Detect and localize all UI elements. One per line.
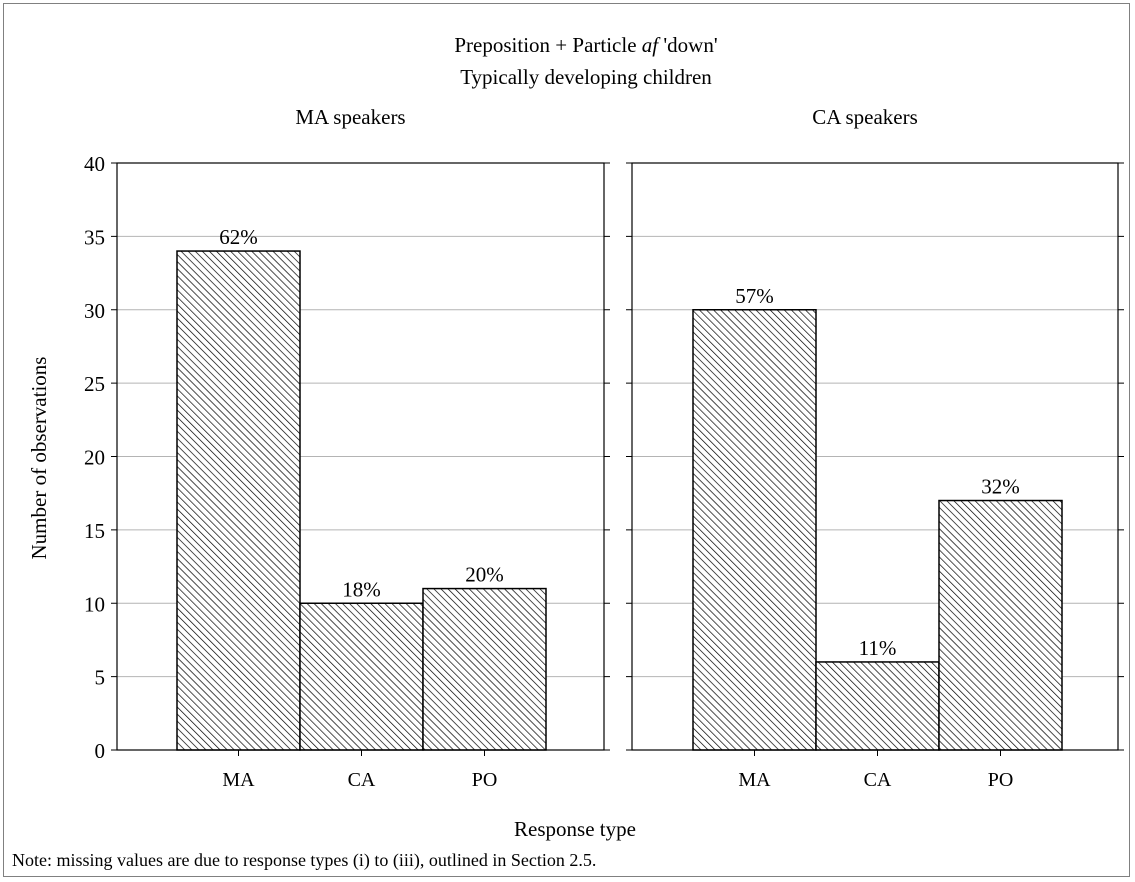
y-tick-label: 0 (95, 739, 106, 763)
x-axis-label: Response type (514, 817, 636, 841)
x-tick-label: PO (988, 769, 1014, 791)
bar-data-label: 20% (465, 563, 504, 587)
panel-title: MA speakers (295, 105, 405, 129)
y-tick-label: 15 (84, 519, 105, 543)
y-axis-label: Number of observations (27, 357, 51, 560)
bar (815, 661, 940, 751)
footnote: Note: missing values are due to response… (12, 850, 596, 871)
y-tick-label: 5 (95, 666, 106, 690)
y-tick-label: 30 (84, 299, 105, 323)
panel-border (631, 162, 1119, 751)
bar-data-label: 11% (859, 636, 897, 660)
chart-title: Preposition + Particle af 'down' (454, 33, 717, 57)
panel-2: CA speakers 57% MA 11% CA 32% PO (626, 105, 1124, 791)
x-tick-label: MA (222, 769, 255, 791)
y-tick-label: 20 (84, 446, 105, 470)
x-tick-label: PO (472, 769, 498, 791)
bar (938, 499, 1063, 751)
y-tick-label: 25 (84, 372, 105, 396)
bar-data-label: 32% (981, 475, 1020, 499)
x-tick-label: MA (738, 769, 771, 791)
chart-subtitle: Typically developing children (460, 65, 712, 89)
bar (299, 602, 424, 751)
x-tick-label: CA (864, 769, 892, 791)
y-tick-label: 10 (84, 592, 105, 616)
bar-data-label: 18% (342, 577, 381, 601)
bar (176, 250, 301, 751)
panel-title: CA speakers (812, 105, 918, 129)
bar-data-label: 62% (219, 225, 258, 249)
panel-1: MA speakers 62% MA 18% CA 20% PO 0 5 10 15 20 25 30 35… (84, 105, 610, 791)
panel-border (116, 162, 605, 751)
bar (422, 587, 547, 751)
y-tick-label: 35 (84, 225, 105, 249)
bar-data-label: 57% (735, 284, 774, 308)
bar (692, 309, 817, 751)
x-tick-label: CA (348, 769, 376, 791)
y-tick-label: 40 (84, 152, 105, 176)
